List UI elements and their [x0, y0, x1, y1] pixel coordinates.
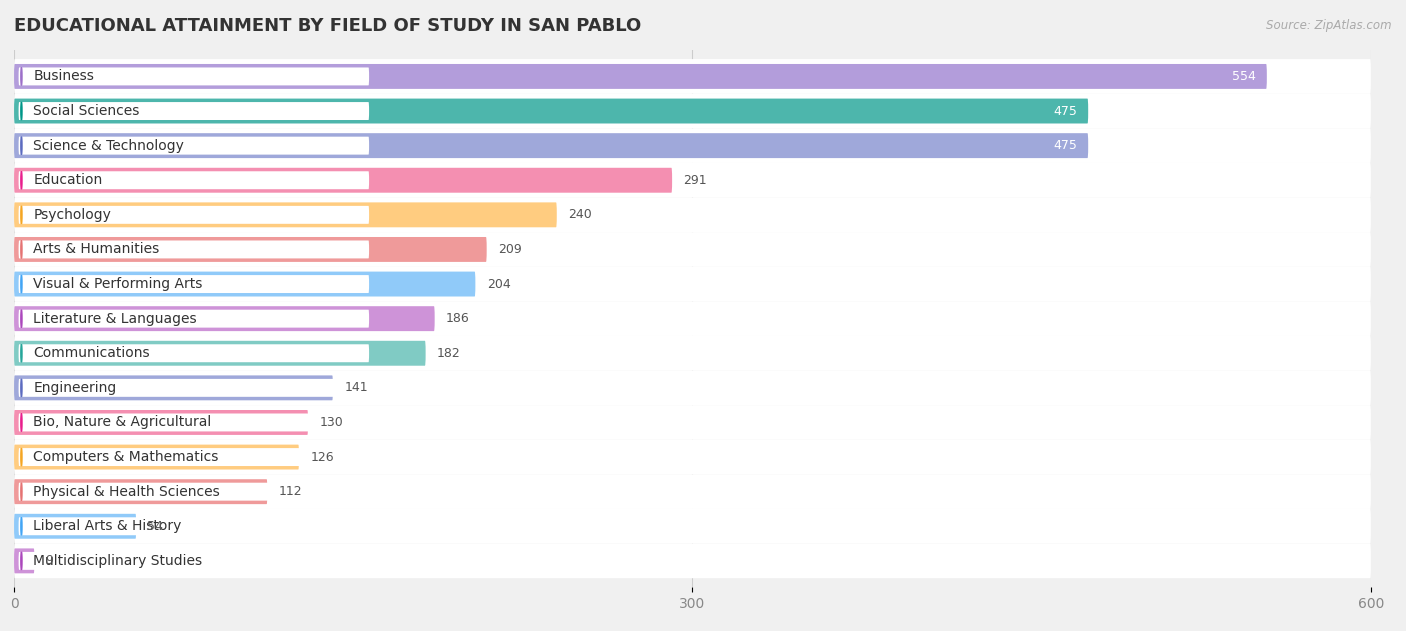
FancyBboxPatch shape: [18, 345, 370, 362]
Text: Engineering: Engineering: [34, 381, 117, 395]
Text: 186: 186: [446, 312, 470, 325]
Text: Bio, Nature & Agricultural: Bio, Nature & Agricultural: [34, 415, 211, 430]
FancyBboxPatch shape: [14, 445, 299, 469]
FancyBboxPatch shape: [14, 336, 1371, 370]
FancyBboxPatch shape: [14, 198, 1371, 232]
FancyBboxPatch shape: [18, 68, 370, 85]
Text: 54: 54: [148, 520, 163, 533]
Text: Arts & Humanities: Arts & Humanities: [34, 242, 159, 256]
Text: 475: 475: [1053, 105, 1077, 117]
FancyBboxPatch shape: [14, 168, 672, 192]
FancyBboxPatch shape: [14, 514, 136, 539]
Text: 204: 204: [486, 278, 510, 290]
Text: 475: 475: [1053, 139, 1077, 152]
Text: 112: 112: [278, 485, 302, 498]
Text: 240: 240: [568, 208, 592, 221]
FancyBboxPatch shape: [14, 543, 1371, 578]
FancyBboxPatch shape: [14, 375, 333, 400]
FancyBboxPatch shape: [18, 413, 370, 432]
Text: Visual & Performing Arts: Visual & Performing Arts: [34, 277, 202, 291]
Text: 554: 554: [1232, 70, 1256, 83]
FancyBboxPatch shape: [18, 310, 370, 327]
Text: Psychology: Psychology: [34, 208, 111, 222]
Text: Multidisciplinary Studies: Multidisciplinary Studies: [34, 554, 202, 568]
FancyBboxPatch shape: [18, 448, 370, 466]
FancyBboxPatch shape: [14, 203, 557, 227]
Text: Business: Business: [34, 69, 94, 83]
FancyBboxPatch shape: [18, 240, 370, 259]
FancyBboxPatch shape: [14, 405, 1371, 440]
FancyBboxPatch shape: [14, 128, 1371, 163]
FancyBboxPatch shape: [18, 171, 370, 189]
FancyBboxPatch shape: [18, 552, 370, 570]
Text: EDUCATIONAL ATTAINMENT BY FIELD OF STUDY IN SAN PABLO: EDUCATIONAL ATTAINMENT BY FIELD OF STUDY…: [14, 17, 641, 35]
FancyBboxPatch shape: [14, 509, 1371, 543]
FancyBboxPatch shape: [18, 517, 370, 535]
FancyBboxPatch shape: [14, 64, 1267, 89]
Text: 9: 9: [46, 555, 53, 567]
Text: Education: Education: [34, 174, 103, 187]
Text: 182: 182: [437, 347, 461, 360]
FancyBboxPatch shape: [14, 479, 267, 504]
Text: Literature & Languages: Literature & Languages: [34, 312, 197, 326]
Text: 141: 141: [344, 381, 368, 394]
FancyBboxPatch shape: [14, 94, 1371, 128]
FancyBboxPatch shape: [14, 306, 434, 331]
Text: Communications: Communications: [34, 346, 150, 360]
FancyBboxPatch shape: [18, 275, 370, 293]
Text: 291: 291: [683, 174, 707, 187]
FancyBboxPatch shape: [18, 206, 370, 224]
FancyBboxPatch shape: [14, 302, 1371, 336]
FancyBboxPatch shape: [14, 271, 475, 297]
FancyBboxPatch shape: [14, 98, 1088, 124]
FancyBboxPatch shape: [14, 410, 308, 435]
Text: 130: 130: [319, 416, 343, 429]
FancyBboxPatch shape: [18, 483, 370, 500]
Text: Science & Technology: Science & Technology: [34, 139, 184, 153]
Text: Physical & Health Sciences: Physical & Health Sciences: [34, 485, 221, 498]
Text: 126: 126: [311, 451, 333, 464]
FancyBboxPatch shape: [14, 440, 1371, 475]
Text: 209: 209: [498, 243, 522, 256]
Text: Source: ZipAtlas.com: Source: ZipAtlas.com: [1267, 19, 1392, 32]
FancyBboxPatch shape: [14, 163, 1371, 198]
FancyBboxPatch shape: [18, 379, 370, 397]
FancyBboxPatch shape: [14, 133, 1088, 158]
FancyBboxPatch shape: [14, 267, 1371, 302]
Text: Liberal Arts & History: Liberal Arts & History: [34, 519, 181, 533]
FancyBboxPatch shape: [14, 341, 426, 366]
FancyBboxPatch shape: [14, 475, 1371, 509]
FancyBboxPatch shape: [18, 137, 370, 155]
Text: Social Sciences: Social Sciences: [34, 104, 139, 118]
Text: Computers & Mathematics: Computers & Mathematics: [34, 450, 219, 464]
FancyBboxPatch shape: [18, 102, 370, 120]
FancyBboxPatch shape: [14, 237, 486, 262]
FancyBboxPatch shape: [14, 548, 34, 574]
FancyBboxPatch shape: [14, 59, 1371, 94]
FancyBboxPatch shape: [14, 232, 1371, 267]
FancyBboxPatch shape: [14, 370, 1371, 405]
